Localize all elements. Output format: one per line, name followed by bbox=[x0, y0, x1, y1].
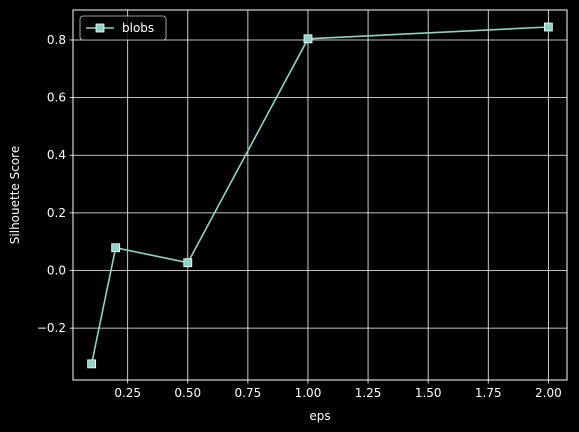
data-point bbox=[303, 34, 313, 44]
y-tick-label: −0.2 bbox=[37, 321, 66, 335]
legend-label: blobs bbox=[122, 21, 154, 35]
x-tick-label: 1.50 bbox=[415, 386, 442, 400]
x-tick-label: 2.00 bbox=[535, 386, 562, 400]
y-tick-label: 0.8 bbox=[47, 33, 66, 47]
x-tick-label: 1.75 bbox=[475, 386, 502, 400]
x-axis-label: eps bbox=[309, 409, 330, 423]
data-point bbox=[111, 243, 121, 253]
data-point bbox=[543, 22, 553, 32]
series-layer bbox=[87, 22, 553, 369]
legend: blobs bbox=[79, 15, 167, 41]
y-tick-label: 0.4 bbox=[47, 148, 66, 162]
plot-frame bbox=[72, 9, 568, 381]
x-tick-label: 0.25 bbox=[114, 386, 141, 400]
data-point bbox=[87, 359, 97, 369]
data-point bbox=[183, 258, 193, 268]
x-tick-label: 1.25 bbox=[355, 386, 382, 400]
grid bbox=[73, 10, 567, 380]
x-tick-label: 0.75 bbox=[235, 386, 262, 400]
x-tick-label: 0.50 bbox=[174, 386, 201, 400]
legend-marker bbox=[95, 23, 105, 33]
y-axis-label: Silhouette Score bbox=[8, 146, 22, 244]
legend-box bbox=[79, 15, 167, 41]
y-axis-ticks: −0.2 0.0 0.2 0.4 0.6 0.8 bbox=[37, 33, 73, 335]
y-tick-label: 0.2 bbox=[47, 206, 66, 220]
x-tick-label: 1.00 bbox=[295, 386, 322, 400]
x-axis-ticks: 0.25 0.50 0.75 1.00 1.25 1.50 1.75 2.00 bbox=[114, 380, 562, 400]
y-tick-label: 0.0 bbox=[47, 263, 66, 277]
y-tick-label: 0.6 bbox=[47, 91, 66, 105]
